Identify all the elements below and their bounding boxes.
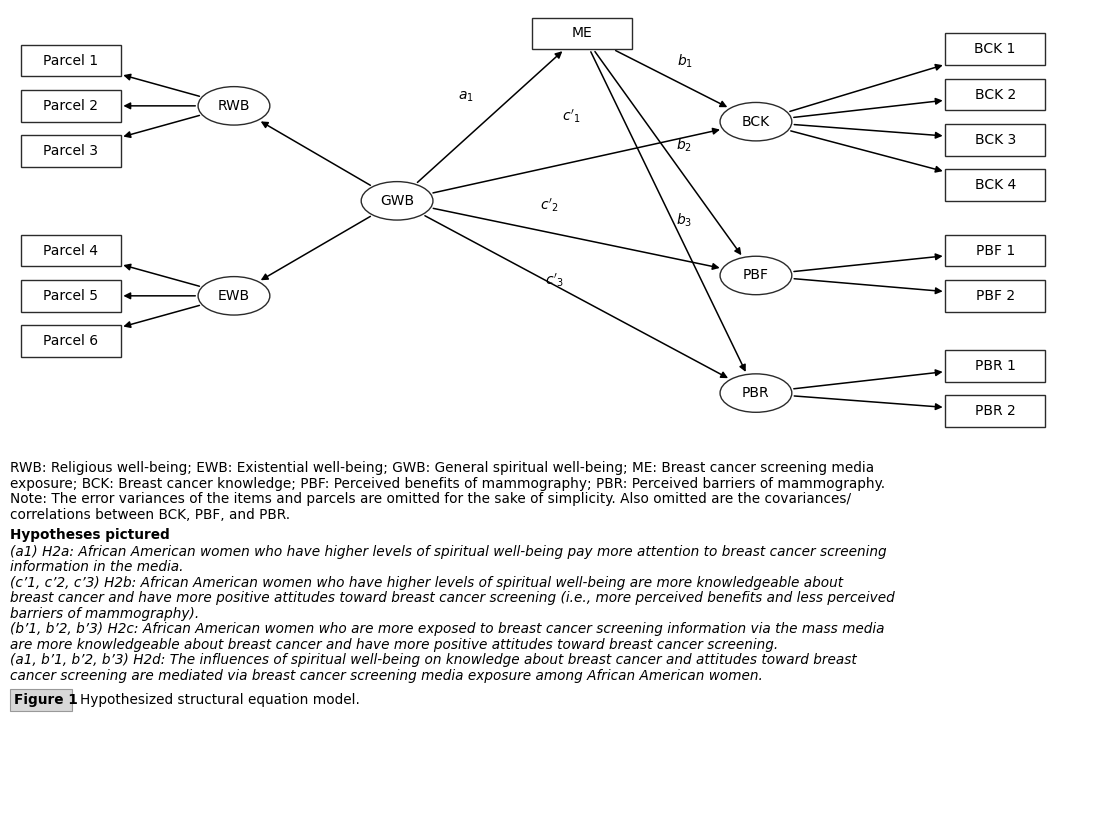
FancyBboxPatch shape [21,235,120,267]
FancyBboxPatch shape [21,45,120,77]
Text: exposure; BCK: Breast cancer knowledge; PBF: Perceived benefits of mammography; : exposure; BCK: Breast cancer knowledge; … [10,477,885,491]
FancyBboxPatch shape [21,90,120,121]
Text: BCK 1: BCK 1 [975,42,1016,56]
Text: $b_1$: $b_1$ [677,52,693,69]
Text: $a_1$: $a_1$ [458,89,474,104]
Text: are more knowledgeable about breast cancer and have more positive attitudes towa: are more knowledgeable about breast canc… [10,637,778,652]
Text: Parcel 2: Parcel 2 [43,99,98,112]
Text: Parcel 4: Parcel 4 [43,244,98,258]
Text: RWB: RWB [217,99,251,112]
Text: BCK: BCK [742,115,769,129]
Text: Parcel 6: Parcel 6 [43,334,98,348]
FancyBboxPatch shape [10,689,72,711]
Text: BCK 3: BCK 3 [975,133,1016,147]
Ellipse shape [720,103,792,141]
FancyBboxPatch shape [21,135,120,167]
Text: Parcel 3: Parcel 3 [43,144,98,158]
Text: PBF 2: PBF 2 [976,289,1015,303]
Text: (b’1, b’2, b’3) H2c: African American women who are more exposed to breast cance: (b’1, b’2, b’3) H2c: African American wo… [10,622,884,637]
FancyBboxPatch shape [945,79,1044,110]
Text: $b_3$: $b_3$ [676,211,692,229]
Text: (a1) H2a: African American women who have higher levels of spiritual well-being : (a1) H2a: African American women who hav… [10,544,887,558]
Ellipse shape [720,256,792,295]
Text: EWB: EWB [217,289,250,303]
Text: PBF: PBF [743,268,769,283]
Text: Hypotheses pictured: Hypotheses pictured [10,528,170,543]
Text: barriers of mammography).: barriers of mammography). [10,606,199,621]
Text: PBR 2: PBR 2 [975,404,1016,418]
Text: ME: ME [572,26,593,41]
FancyBboxPatch shape [945,235,1044,267]
Text: (c’1, c’2, c’3) H2b: African American women who have higher levels of spiritual : (c’1, c’2, c’3) H2b: African American wo… [10,575,843,590]
Text: Note: The error variances of the items and parcels are omitted for the sake of s: Note: The error variances of the items a… [10,492,851,506]
FancyBboxPatch shape [945,280,1044,311]
Ellipse shape [198,276,269,315]
Text: BCK 2: BCK 2 [975,87,1016,102]
Ellipse shape [198,86,269,125]
Ellipse shape [720,374,792,412]
FancyBboxPatch shape [945,350,1044,381]
Text: GWB: GWB [380,194,414,208]
Text: cancer screening are mediated via breast cancer screening media exposure among A: cancer screening are mediated via breast… [10,668,763,683]
FancyBboxPatch shape [945,33,1044,65]
Text: Parcel 1: Parcel 1 [43,54,98,68]
Text: Parcel 5: Parcel 5 [43,289,98,303]
Text: Hypothesized structural equation model.: Hypothesized structural equation model. [79,694,360,707]
Text: $c'_2$: $c'_2$ [540,196,559,214]
Text: information in the media.: information in the media. [10,560,183,575]
FancyBboxPatch shape [945,124,1044,156]
Ellipse shape [361,182,433,220]
FancyBboxPatch shape [21,325,120,357]
Text: correlations between BCK, PBF, and PBR.: correlations between BCK, PBF, and PBR. [10,508,290,522]
Text: PBR 1: PBR 1 [975,359,1016,373]
FancyBboxPatch shape [945,170,1044,200]
Text: RWB: Religious well-being; EWB: Existential well-being; GWB: General spiritual w: RWB: Religious well-being; EWB: Existent… [10,461,874,475]
FancyBboxPatch shape [21,280,120,311]
Text: (a1, b’1, b’2, b’3) H2d: The influences of spiritual well-being on knowledge abo: (a1, b’1, b’2, b’3) H2d: The influences … [10,653,857,667]
Text: Figure 1: Figure 1 [14,694,78,707]
FancyBboxPatch shape [532,18,631,49]
Text: $c'_1$: $c'_1$ [562,108,581,126]
FancyBboxPatch shape [945,395,1044,427]
Text: PBF 1: PBF 1 [976,244,1015,258]
Text: $c'_3$: $c'_3$ [545,272,564,289]
Text: BCK 4: BCK 4 [975,178,1016,192]
Text: PBR: PBR [742,386,769,400]
Text: $b_2$: $b_2$ [676,137,691,154]
Text: breast cancer and have more positive attitudes toward breast cancer screening (i: breast cancer and have more positive att… [10,591,894,606]
